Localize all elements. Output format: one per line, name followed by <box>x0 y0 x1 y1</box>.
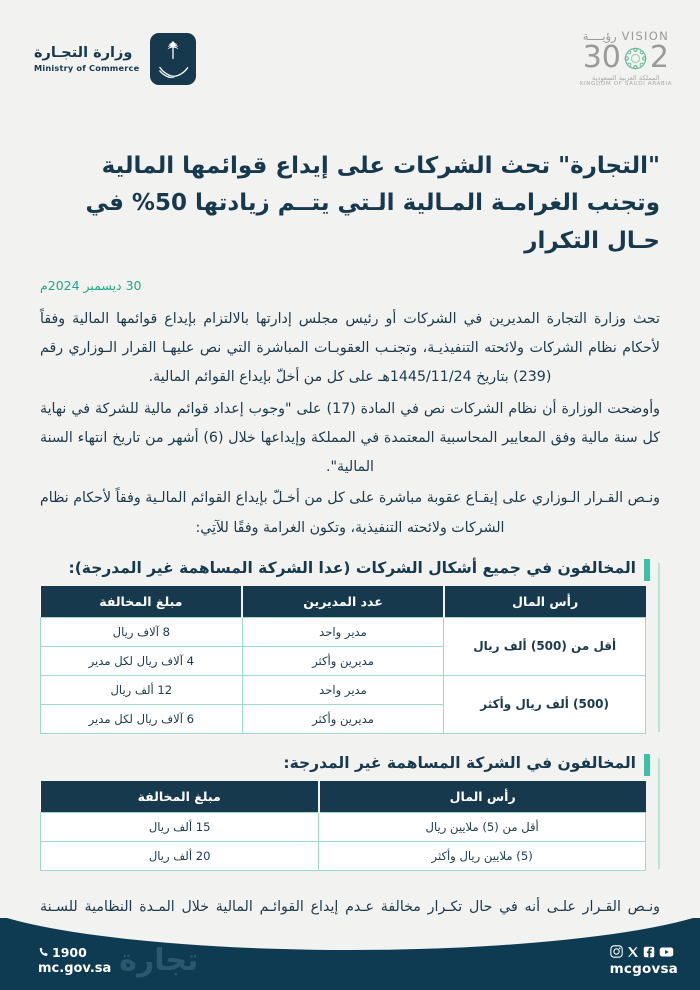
article-content: "التجارة" تحث الشركات على إيداع قوائمها … <box>0 148 700 951</box>
crossed-swords-icon <box>159 66 189 78</box>
cell-managers: مدير واحد <box>241 616 445 647</box>
violations-table-all-companies: رأس المال عدد المديرين مبلغ المخالفة أقل… <box>40 585 646 734</box>
vision-wordmark: VISION رؤيــــة <box>582 28 669 43</box>
publish-date: 30 ديسمبر 2024م <box>40 277 142 293</box>
vision-2030-ornament-icon <box>624 47 647 70</box>
youtube-icon[interactable] <box>659 946 674 958</box>
column-fine: مبلغ المخالفة <box>40 780 319 813</box>
footer-website[interactable]: mc.gov.sa <box>38 960 112 976</box>
section-heading-1: المخالفون في جميع أشكال الشركات (عدا الش… <box>40 558 650 581</box>
footer-social: mcgovsa <box>610 945 678 977</box>
section-all-company-types: المخالفون في جميع أشكال الشركات (عدا الش… <box>40 558 660 734</box>
cell-capital: أقل من (500) ألف ريال <box>443 616 646 676</box>
table-row: مديرين وأكثر 4 آلاف ريال لكل مدير <box>40 645 646 676</box>
footer-phone: 1900 <box>38 945 111 961</box>
cell-capital: (5) ملايين ريال وأكثر <box>318 840 646 871</box>
vision-year: 2 30 <box>580 43 672 73</box>
cell-capital: أقل من (5) ملايين ريال <box>318 811 646 842</box>
table-row: مديرين وأكثر 6 آلاف ريال لكل مدير <box>40 703 646 734</box>
cell-managers: مديرين وأكثر <box>241 645 445 676</box>
page-header: وزارة التجـارة Ministry of Commerce VISI… <box>0 0 700 118</box>
cell-fine: 6 آلاف ريال لكل مدير <box>40 703 243 734</box>
paragraph-3: ونـص القـرار الـوزاري على إيقـاع عقوبة م… <box>40 490 660 536</box>
table-row: أقل من (500) ألف ريال مدير واحد 8 آلاف ر… <box>40 616 646 676</box>
table-header-row: رأس المال مبلغ المخالفة <box>40 780 646 813</box>
commerce-wordmark: تجارة <box>119 943 199 978</box>
table-row: أقل من (5) ملايين ريال 15 ألف ريال <box>39 811 646 842</box>
phone-icon <box>39 948 48 957</box>
violations-table-unlisted-company: رأس المال مبلغ المخالفة أقل من (5) ملايي… <box>39 780 646 871</box>
column-fine: مبلغ المخالفة <box>40 585 243 618</box>
x-twitter-icon[interactable] <box>627 946 639 958</box>
footer-phone-number: 1900 <box>52 945 87 961</box>
column-managers: عدد المديرين <box>241 585 444 618</box>
cell-fine: 20 ألف ريال <box>39 840 320 871</box>
page-footer: تجارة 1900 mc.gov.sa <box>0 918 700 990</box>
cell-fine: 12 ألف ريال <box>40 674 243 705</box>
cell-managers: مديرين وأكثر <box>241 703 445 734</box>
table-header-row: رأس المال عدد المديرين مبلغ المخالفة <box>40 585 646 618</box>
facebook-icon[interactable] <box>643 946 655 958</box>
vision-subtitle-ar: المملكة العربية السعودية <box>592 74 660 83</box>
vision-subtitle-en: KINGDOM OF SAUDI ARABIA <box>579 80 672 87</box>
footer-handle[interactable]: mcgovsa <box>609 961 678 977</box>
table-row: (5) ملايين ريال وأكثر 20 ألف ريال <box>39 840 646 871</box>
section-heading-2: المخالفون في الشركة المساهمة غير المدرجة… <box>40 753 650 776</box>
column-capital: رأس المال <box>442 585 646 618</box>
cell-fine: 4 آلاف ريال لكل مدير <box>40 645 243 676</box>
cell-managers: مدير واحد <box>241 674 445 705</box>
ministry-name-ar: وزارة التجـارة <box>34 44 133 61</box>
cell-fine: 8 آلاف ريال <box>40 616 243 647</box>
cell-fine: 15 ألف ريال <box>39 811 320 842</box>
saudi-emblem-palm-swords-icon <box>150 33 197 85</box>
paragraph-1: تحث وزارة التجارة المديرين في الشركات أو… <box>40 310 660 386</box>
vision-year-left: 2 <box>649 40 669 76</box>
palm-tree-icon <box>167 41 179 60</box>
footer-brand-contact: تجارة 1900 mc.gov.sa <box>38 945 198 977</box>
vision-year-right: 30 <box>582 40 621 76</box>
page-title: "التجارة" تحث الشركات على إيداع قوائمها … <box>85 153 660 254</box>
paragraph-2: وأوضحت الوزارة أن نظام الشركات نص في الم… <box>40 400 660 476</box>
ministry-of-commerce-logo: وزارة التجـارة Ministry of Commerce <box>34 33 197 85</box>
instagram-icon[interactable] <box>609 945 623 958</box>
ministry-name-en: Ministry of Commerce <box>34 62 140 73</box>
column-capital: رأس المال <box>317 780 646 813</box>
section-unlisted-joint-stock: المخالفون في الشركة المساهمة غير المدرجة… <box>39 753 660 871</box>
cell-capital: (500) ألف ريال وأكثر <box>443 674 646 734</box>
table-row: (500) ألف ريال وأكثر مدير واحد 12 ألف ري… <box>40 674 646 734</box>
vision-2030-logo: VISION رؤيــــة 2 30 المملكة العربية الس… <box>579 28 672 88</box>
